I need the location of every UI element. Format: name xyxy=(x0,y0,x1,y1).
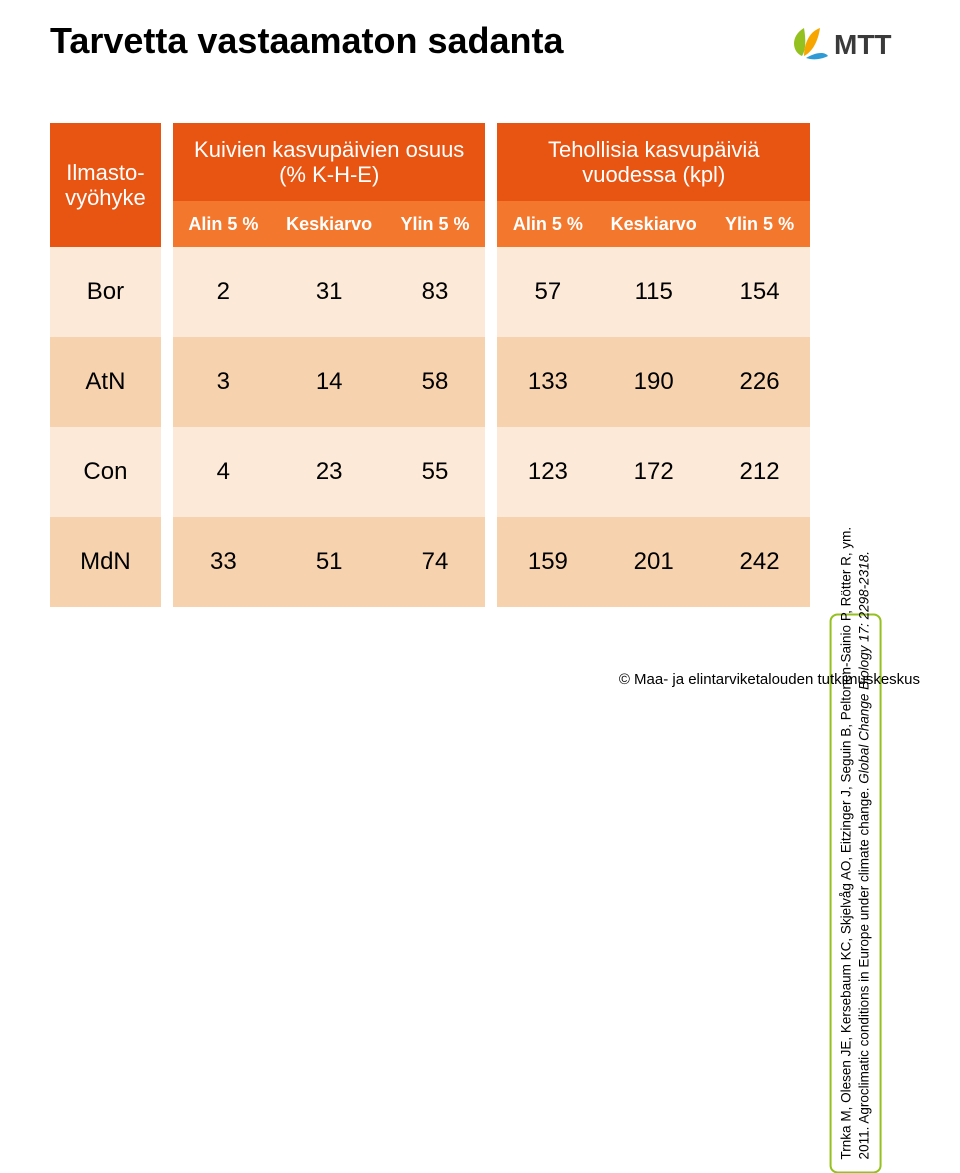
sub-high: Ylin 5 % xyxy=(385,201,486,247)
cell: 212 xyxy=(709,427,810,517)
row-label: Bor xyxy=(50,247,161,337)
table-row: Con 4 23 55 123 172 212 xyxy=(50,427,810,517)
page-title: Tarvetta vastaamaton sadanta xyxy=(50,20,564,62)
cell: 23 xyxy=(274,427,385,517)
mtt-logo: MTT xyxy=(784,22,914,69)
cell: 133 xyxy=(497,337,598,427)
footer-copyright: © Maa- ja elintarviketalouden tutkimuske… xyxy=(619,671,920,688)
cell: 201 xyxy=(598,517,709,607)
cell: 190 xyxy=(598,337,709,427)
cell: 55 xyxy=(385,427,486,517)
leaf-icon xyxy=(794,28,828,59)
cell: 74 xyxy=(385,517,486,607)
row-label: MdN xyxy=(50,517,161,607)
citation-line2b: Global Change Biology 17: 2298-2318. xyxy=(857,551,872,784)
citation-box: Trnka M, Olesen JE, Kersebaum KC, Skjelv… xyxy=(830,613,882,1173)
table-row: MdN 33 51 74 159 201 242 xyxy=(50,517,810,607)
data-table: Ilmasto- vyöhyke Kuivien kasvupäivien os… xyxy=(50,123,810,607)
cell: 4 xyxy=(173,427,274,517)
col-gap xyxy=(485,123,497,247)
col-gap xyxy=(161,123,173,247)
logo-text: MTT xyxy=(834,29,892,60)
sub-low: Alin 5 % xyxy=(173,201,274,247)
cell: 2 xyxy=(173,247,274,337)
col-header-dry-share: Kuivien kasvupäivien osuus (% K-H-E) xyxy=(173,123,485,201)
citation-line1: Trnka M, Olesen JE, Kersebaum KC, Skjelv… xyxy=(839,526,854,1159)
cell: 33 xyxy=(173,517,274,607)
cell: 154 xyxy=(709,247,810,337)
row-label: AtN xyxy=(50,337,161,427)
sub-mean: Keskiarvo xyxy=(274,201,385,247)
sub-mean: Keskiarvo xyxy=(598,201,709,247)
col-header-zone: Ilmasto- vyöhyke xyxy=(50,123,161,247)
cell: 172 xyxy=(598,427,709,517)
row-label: Con xyxy=(50,427,161,517)
sub-low: Alin 5 % xyxy=(497,201,598,247)
cell: 83 xyxy=(385,247,486,337)
cell: 31 xyxy=(274,247,385,337)
cell: 57 xyxy=(497,247,598,337)
table-row: Bor 2 31 83 57 115 154 xyxy=(50,247,810,337)
cell: 51 xyxy=(274,517,385,607)
col-header-effective-days: Tehollisia kasvupäiviä vuodessa (kpl) xyxy=(497,123,810,201)
cell: 115 xyxy=(598,247,709,337)
cell: 123 xyxy=(497,427,598,517)
cell: 58 xyxy=(385,337,486,427)
table-row: AtN 3 14 58 133 190 226 xyxy=(50,337,810,427)
cell: 159 xyxy=(497,517,598,607)
sub-high: Ylin 5 % xyxy=(709,201,810,247)
cell: 242 xyxy=(709,517,810,607)
citation-line2a: 2011. Agroclimatic conditions in Europe … xyxy=(857,783,872,1159)
cell: 3 xyxy=(173,337,274,427)
cell: 226 xyxy=(709,337,810,427)
cell: 14 xyxy=(274,337,385,427)
